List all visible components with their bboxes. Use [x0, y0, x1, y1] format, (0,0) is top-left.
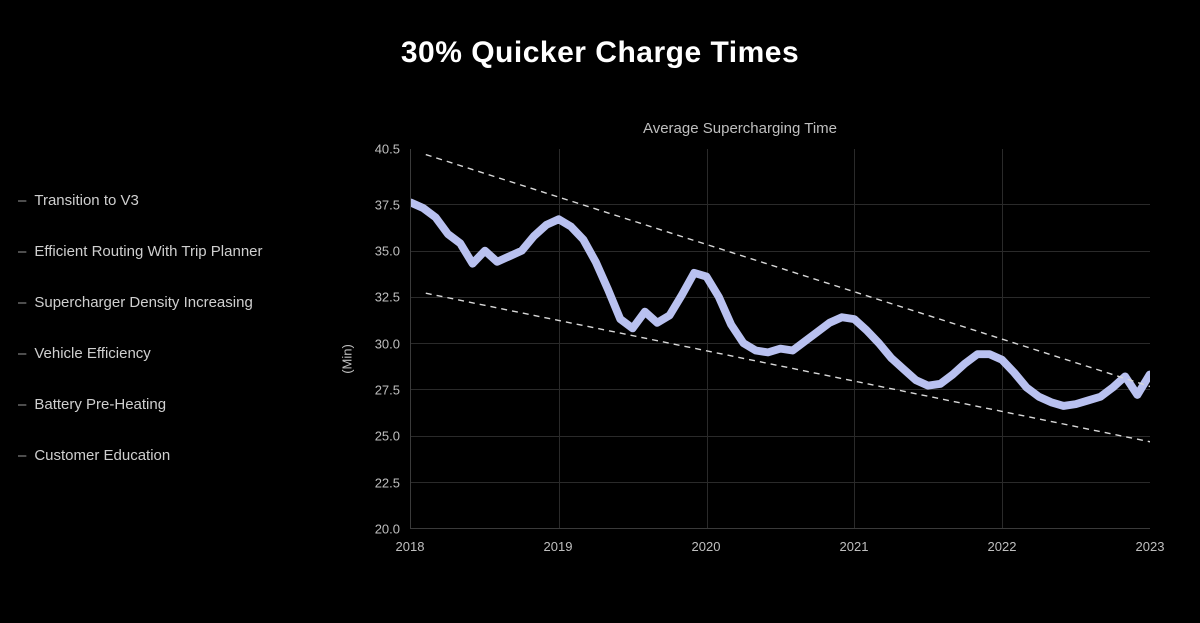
y-axis-label: (Min) [339, 344, 354, 374]
chart-area: Average Supercharging Time (Min) 20.0 22.… [340, 120, 1200, 623]
y-ticks: 20.022.525.027.530.032.535.037.540.5 [358, 149, 408, 529]
bullet-item: –Supercharger Density Increasing [18, 294, 340, 311]
y-tick-label: 22.5 [375, 475, 400, 490]
x-tick-label: 2019 [544, 539, 573, 554]
bullet-item: –Battery Pre-Heating [18, 396, 340, 413]
x-tick-label: 2022 [988, 539, 1017, 554]
bullet-label: Efficient Routing With Trip Planner [34, 243, 262, 260]
bullet-label: Supercharger Density Increasing [34, 294, 252, 311]
bullet-item: –Customer Education [18, 447, 340, 464]
bullet-label: Customer Education [34, 447, 170, 464]
bullet-dash-icon: – [18, 396, 26, 413]
trend-lower [426, 293, 1150, 445]
data-line [411, 203, 1150, 406]
y-tick-label: 35.0 [375, 243, 400, 258]
bullet-list: –Transition to V3–Efficient Routing With… [0, 120, 340, 623]
y-tick-label: 20.0 [375, 522, 400, 537]
y-tick-label: 37.5 [375, 197, 400, 212]
x-tick-label: 2023 [1136, 539, 1165, 554]
page-title: 30% Quicker Charge Times [0, 0, 1200, 70]
bullet-dash-icon: – [18, 294, 26, 311]
chart-wrap: (Min) 20.022.525.027.530.032.535.037.540… [340, 149, 1170, 569]
bullet-dash-icon: – [18, 243, 26, 260]
bullet-item: –Efficient Routing With Trip Planner [18, 243, 340, 260]
bullet-item: –Vehicle Efficiency [18, 345, 340, 362]
bullet-dash-icon: – [18, 192, 26, 209]
x-tick-label: 2018 [396, 539, 425, 554]
content-row: –Transition to V3–Efficient Routing With… [0, 120, 1200, 623]
bullet-label: Vehicle Efficiency [34, 345, 150, 362]
bullet-label: Transition to V3 [34, 192, 139, 209]
chart-svg [411, 149, 1150, 528]
x-tick-label: 2020 [692, 539, 721, 554]
trend-upper [426, 155, 1150, 392]
bullet-dash-icon: – [18, 345, 26, 362]
chart-title: Average Supercharging Time [340, 120, 1170, 137]
y-tick-label: 30.0 [375, 336, 400, 351]
y-tick-label: 40.5 [375, 142, 400, 157]
y-tick-label: 27.5 [375, 382, 400, 397]
x-tick-label: 2021 [840, 539, 869, 554]
bullet-dash-icon: – [18, 447, 26, 464]
bullet-item: –Transition to V3 [18, 192, 340, 209]
y-tick-label: 25.0 [375, 429, 400, 444]
plot-region [410, 149, 1150, 529]
y-tick-label: 32.5 [375, 290, 400, 305]
bullet-label: Battery Pre-Heating [34, 396, 166, 413]
x-ticks: 201820192020202120222023 [410, 529, 1150, 569]
